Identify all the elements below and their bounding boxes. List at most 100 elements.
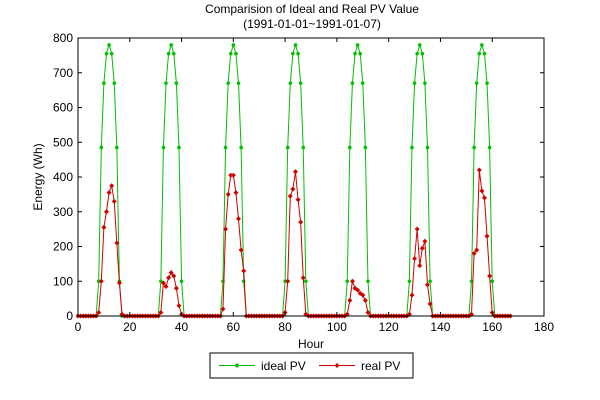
legend-real-pv-marker xyxy=(334,363,340,368)
x-tick-label: 80 xyxy=(278,320,292,334)
ideal-pv-point xyxy=(104,51,109,56)
y-tick-label: 200 xyxy=(53,240,73,254)
real-pv-point xyxy=(236,216,242,222)
ideal-pv-point xyxy=(490,279,495,284)
y-tick-label: 0 xyxy=(66,309,73,323)
ideal-pv-point xyxy=(472,145,476,150)
ideal-pv-point xyxy=(288,81,293,85)
ideal-pv-point xyxy=(296,51,300,56)
ideal-pv-point xyxy=(487,145,492,150)
real-pv-point xyxy=(414,226,420,232)
x-axis: 0 20 40 60 80 100 120 140 160 180 xyxy=(75,38,554,334)
ideal-pv-point xyxy=(353,51,357,56)
ideal-pv-point xyxy=(360,81,365,85)
y-tick-label: 600 xyxy=(53,101,73,115)
real-pv-point xyxy=(241,268,247,274)
real-pv-point xyxy=(109,183,115,189)
real-pv-point xyxy=(228,172,234,178)
y-tick-label: 700 xyxy=(53,66,73,80)
real-pv-point xyxy=(409,292,415,298)
ideal-pv-point xyxy=(174,81,179,85)
ideal-pv-point xyxy=(112,81,117,85)
real-pv-point xyxy=(425,282,430,288)
ideal-pv-point xyxy=(293,43,298,47)
y-tick-label: 400 xyxy=(53,170,73,184)
ideal-pv-point xyxy=(355,43,360,47)
legend-ideal-pv-marker xyxy=(235,363,239,368)
ideal-pv-point xyxy=(301,145,306,150)
real-pv-point xyxy=(96,310,102,316)
real-pv-point xyxy=(292,169,298,175)
real-pv-point xyxy=(225,191,231,197)
ideal-pv-point xyxy=(407,279,412,284)
ideal-pv-point xyxy=(298,81,303,85)
real-pv-point xyxy=(163,283,169,289)
ideal-pv-point xyxy=(234,51,238,56)
real-pv-point xyxy=(111,198,117,204)
ideal-pv-point xyxy=(102,81,106,85)
ideal-pv-point xyxy=(428,279,432,284)
ideal-pv-point xyxy=(477,51,482,56)
ideal-pv-point xyxy=(358,51,362,56)
ideal-pv-point xyxy=(161,145,166,150)
ideal-pv-point xyxy=(425,145,430,150)
ideal-pv-point xyxy=(236,81,241,85)
real-pv-point xyxy=(103,209,109,215)
real-pv-point xyxy=(419,245,425,251)
ideal-pv-point xyxy=(482,51,487,56)
ideal-pv-point xyxy=(107,43,111,47)
ideal-pv-point xyxy=(159,279,163,284)
x-tick-label: 140 xyxy=(430,320,450,334)
ideal-pv-point xyxy=(285,145,290,150)
real-pv-point xyxy=(347,297,353,303)
legend: ideal PV real PV xyxy=(209,352,414,379)
ideal-pv-point xyxy=(410,145,414,150)
real-pv-point xyxy=(484,233,490,239)
real-pv-point xyxy=(287,193,293,199)
x-tick-label: 120 xyxy=(379,320,399,334)
ideal-pv-point xyxy=(363,145,368,150)
ideal-pv-point xyxy=(166,51,171,56)
x-tick-label: 180 xyxy=(534,320,554,334)
real-pv-point xyxy=(362,297,368,303)
ideal-pv-point xyxy=(291,51,295,56)
ideal-pv-point xyxy=(99,145,104,150)
y-axis-label: Energy (Wh) xyxy=(31,143,45,210)
x-tick-label: 100 xyxy=(327,320,347,334)
real-pv-point xyxy=(171,273,177,279)
ideal-pv-point xyxy=(480,43,484,47)
real-pv-point xyxy=(285,278,291,284)
real-pv-point xyxy=(412,256,418,262)
real-pv-point xyxy=(298,219,304,225)
real-pv-point xyxy=(116,280,122,286)
real-pv-point xyxy=(160,280,166,286)
real-pv-point xyxy=(487,273,493,279)
real-pv-point xyxy=(349,278,355,284)
legend-real-pv-label: real PV xyxy=(361,359,400,373)
real-pv-point xyxy=(101,224,107,230)
ideal-pv-point xyxy=(96,279,101,284)
ideal-pv-point xyxy=(179,279,184,284)
y-tick-label: 800 xyxy=(53,31,73,45)
ideal-pv-point xyxy=(109,51,114,56)
legend-ideal-pv-label: ideal PV xyxy=(261,359,306,373)
ideal-pv-point xyxy=(171,51,176,56)
real-pv-point xyxy=(290,186,296,192)
ideal-pv-point xyxy=(345,279,350,284)
ideal-pv-point xyxy=(412,81,417,85)
ideal-pv-point xyxy=(423,81,427,85)
chart-title: Comparision of Ideal and Real PV Value xyxy=(205,2,419,16)
real-pv-point xyxy=(168,270,174,276)
real-pv-point xyxy=(360,292,366,298)
ideal-pv-point xyxy=(415,51,419,56)
real-pv-point xyxy=(355,287,361,293)
real-pv-point xyxy=(98,278,104,284)
ideal-pv-point xyxy=(417,43,422,47)
ideal-pv-point xyxy=(223,145,228,150)
x-tick-label: 0 xyxy=(75,320,82,334)
chart-subtitle: (1991-01-01~1991-01-07) xyxy=(243,17,381,31)
real-pv-point xyxy=(427,301,433,307)
ideal-pv-point xyxy=(115,145,119,150)
real-pv-point xyxy=(476,167,482,173)
